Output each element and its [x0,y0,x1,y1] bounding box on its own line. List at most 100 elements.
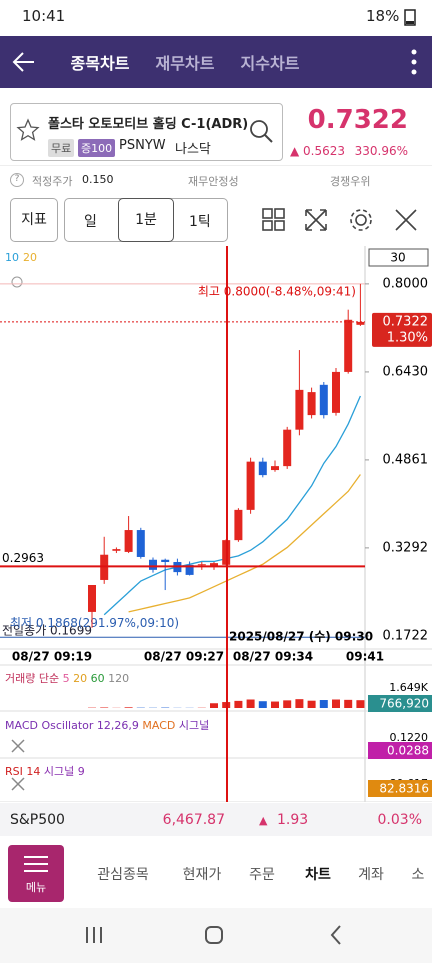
header [0,36,432,88]
market-change: 1.93 [277,812,309,828]
candle-body [356,321,365,325]
close-icon[interactable] [11,777,25,791]
x-tick-label: 08/27 09:19 [12,650,92,664]
tool-icons[interactable] [258,206,426,234]
nav-item[interactable]: 소 [411,867,425,883]
nav-item[interactable]: 계좌 [358,867,384,883]
panel-title: MACD Oscillator 12,26,9 MACD 시그널 [5,719,209,732]
favorite-star[interactable] [16,118,40,142]
volume-last-box [368,695,432,712]
close-icon[interactable] [11,739,25,753]
info-item[interactable]: 경쟁우위 [330,175,371,188]
tag: 무료 [48,139,75,157]
system-nav [0,908,432,963]
help-icon[interactable]: ? [10,173,24,187]
candle-body [88,585,96,612]
period-label: 30 [390,251,405,265]
prev-close-label: 전일종가 0.1699 [2,624,92,638]
volume-bar [319,700,328,708]
tab[interactable]: 지수차트 [240,54,300,73]
volume-bar [307,700,316,708]
candle-body [258,461,267,476]
nav-item[interactable]: 주문 [249,867,275,883]
up-arrow: ▲ [290,144,300,158]
more-menu[interactable] [408,46,420,78]
fair-price: 0.150 [82,173,114,186]
battery-icon [404,9,416,26]
panel-title-part: RSI 14 [5,765,44,778]
system-nav-icons[interactable] [0,908,432,963]
nav-item[interactable]: 차트 [305,867,331,883]
legend-entry: 20 [23,251,37,264]
candle-body [295,389,304,430]
volume-last: 766,920 [379,697,429,711]
tab[interactable]: 재무차트 [155,54,215,73]
y-tick-label: 0.1722 [383,628,429,643]
volume-bar [246,699,255,708]
volume-bar [271,701,279,708]
period-button[interactable]: 1분 [118,198,174,242]
candle-body [271,466,279,471]
panel-title-part: 20 [73,672,91,685]
panel-title-part: MACD Oscillator 12,26,9 [5,719,142,732]
nav-item[interactable]: 관심종목 [97,867,149,883]
last-pct: 1.30% [387,330,428,345]
zoom-icon[interactable] [11,276,23,288]
ma-line [103,395,361,616]
panel-last: 82.8316 [379,782,429,796]
panel-title-part: 60 [91,672,109,685]
separator [0,165,432,166]
nav-item[interactable]: 현재가 [182,867,222,883]
panel-last: 0.0288 [387,744,429,758]
panel-title-part: 5 [63,672,74,685]
search-icon[interactable] [248,118,274,144]
candle-body [246,461,255,510]
panel-tick: 0.1220 [390,731,429,744]
volume-bar [100,707,109,708]
exchange: 나스닥 [175,142,211,157]
up-arrow: ▲ [259,814,268,827]
volume-bar [234,700,243,708]
y-tick-label: 0.4861 [383,452,429,467]
x-tick-label: 09:41 [346,650,384,664]
low-label: 최저 0.1868(291.97%,09:10) [10,616,179,630]
y-tick-label: 0.8000 [383,276,429,291]
y-tick-label: 1.649K [389,681,428,694]
tab[interactable]: 종목차트 [70,54,130,73]
market-row [0,803,432,836]
volume-bar [283,700,292,708]
volume-bar [258,701,267,708]
panel-title-part: 시그널 9 [44,765,85,778]
price-change: 0.5623 [303,144,345,158]
back-button[interactable] [10,48,38,76]
info-item[interactable]: 재무안정성 [188,175,239,188]
period-button[interactable]: 1틱 [189,214,211,230]
candle-body [197,564,206,566]
x-tick-label: 08/27 09:27 [144,650,224,664]
candle-body [161,559,170,563]
volume-bar [210,703,218,708]
menu-button[interactable]: 메뉴 [8,845,64,902]
candle-body [100,554,109,580]
last-price: 0.7322 [383,314,429,329]
battery: 18% [366,7,400,25]
volume-bar [332,699,340,708]
period-box [368,248,429,267]
ma-line [128,474,361,613]
candle-body [307,392,316,416]
period-button[interactable]: 일 [84,214,97,230]
last-price-box [372,312,432,347]
candle-body [283,429,292,467]
indicator-button[interactable]: 지표 [10,198,58,242]
candle-body [149,559,157,570]
candle-body [344,319,353,372]
stock-box[interactable] [10,103,283,161]
candle-body [234,509,243,541]
menu-label: 메뉴 [25,881,47,894]
panel-title-part: 시그널 [179,719,209,732]
y-tick-label: 0.6430 [383,364,429,379]
market-name: S&P500 [10,812,65,828]
panel-last-box [368,780,432,797]
crosshair-time: 2025/08/27 (수) 09:30 [229,630,373,644]
volume-bar [295,699,304,708]
